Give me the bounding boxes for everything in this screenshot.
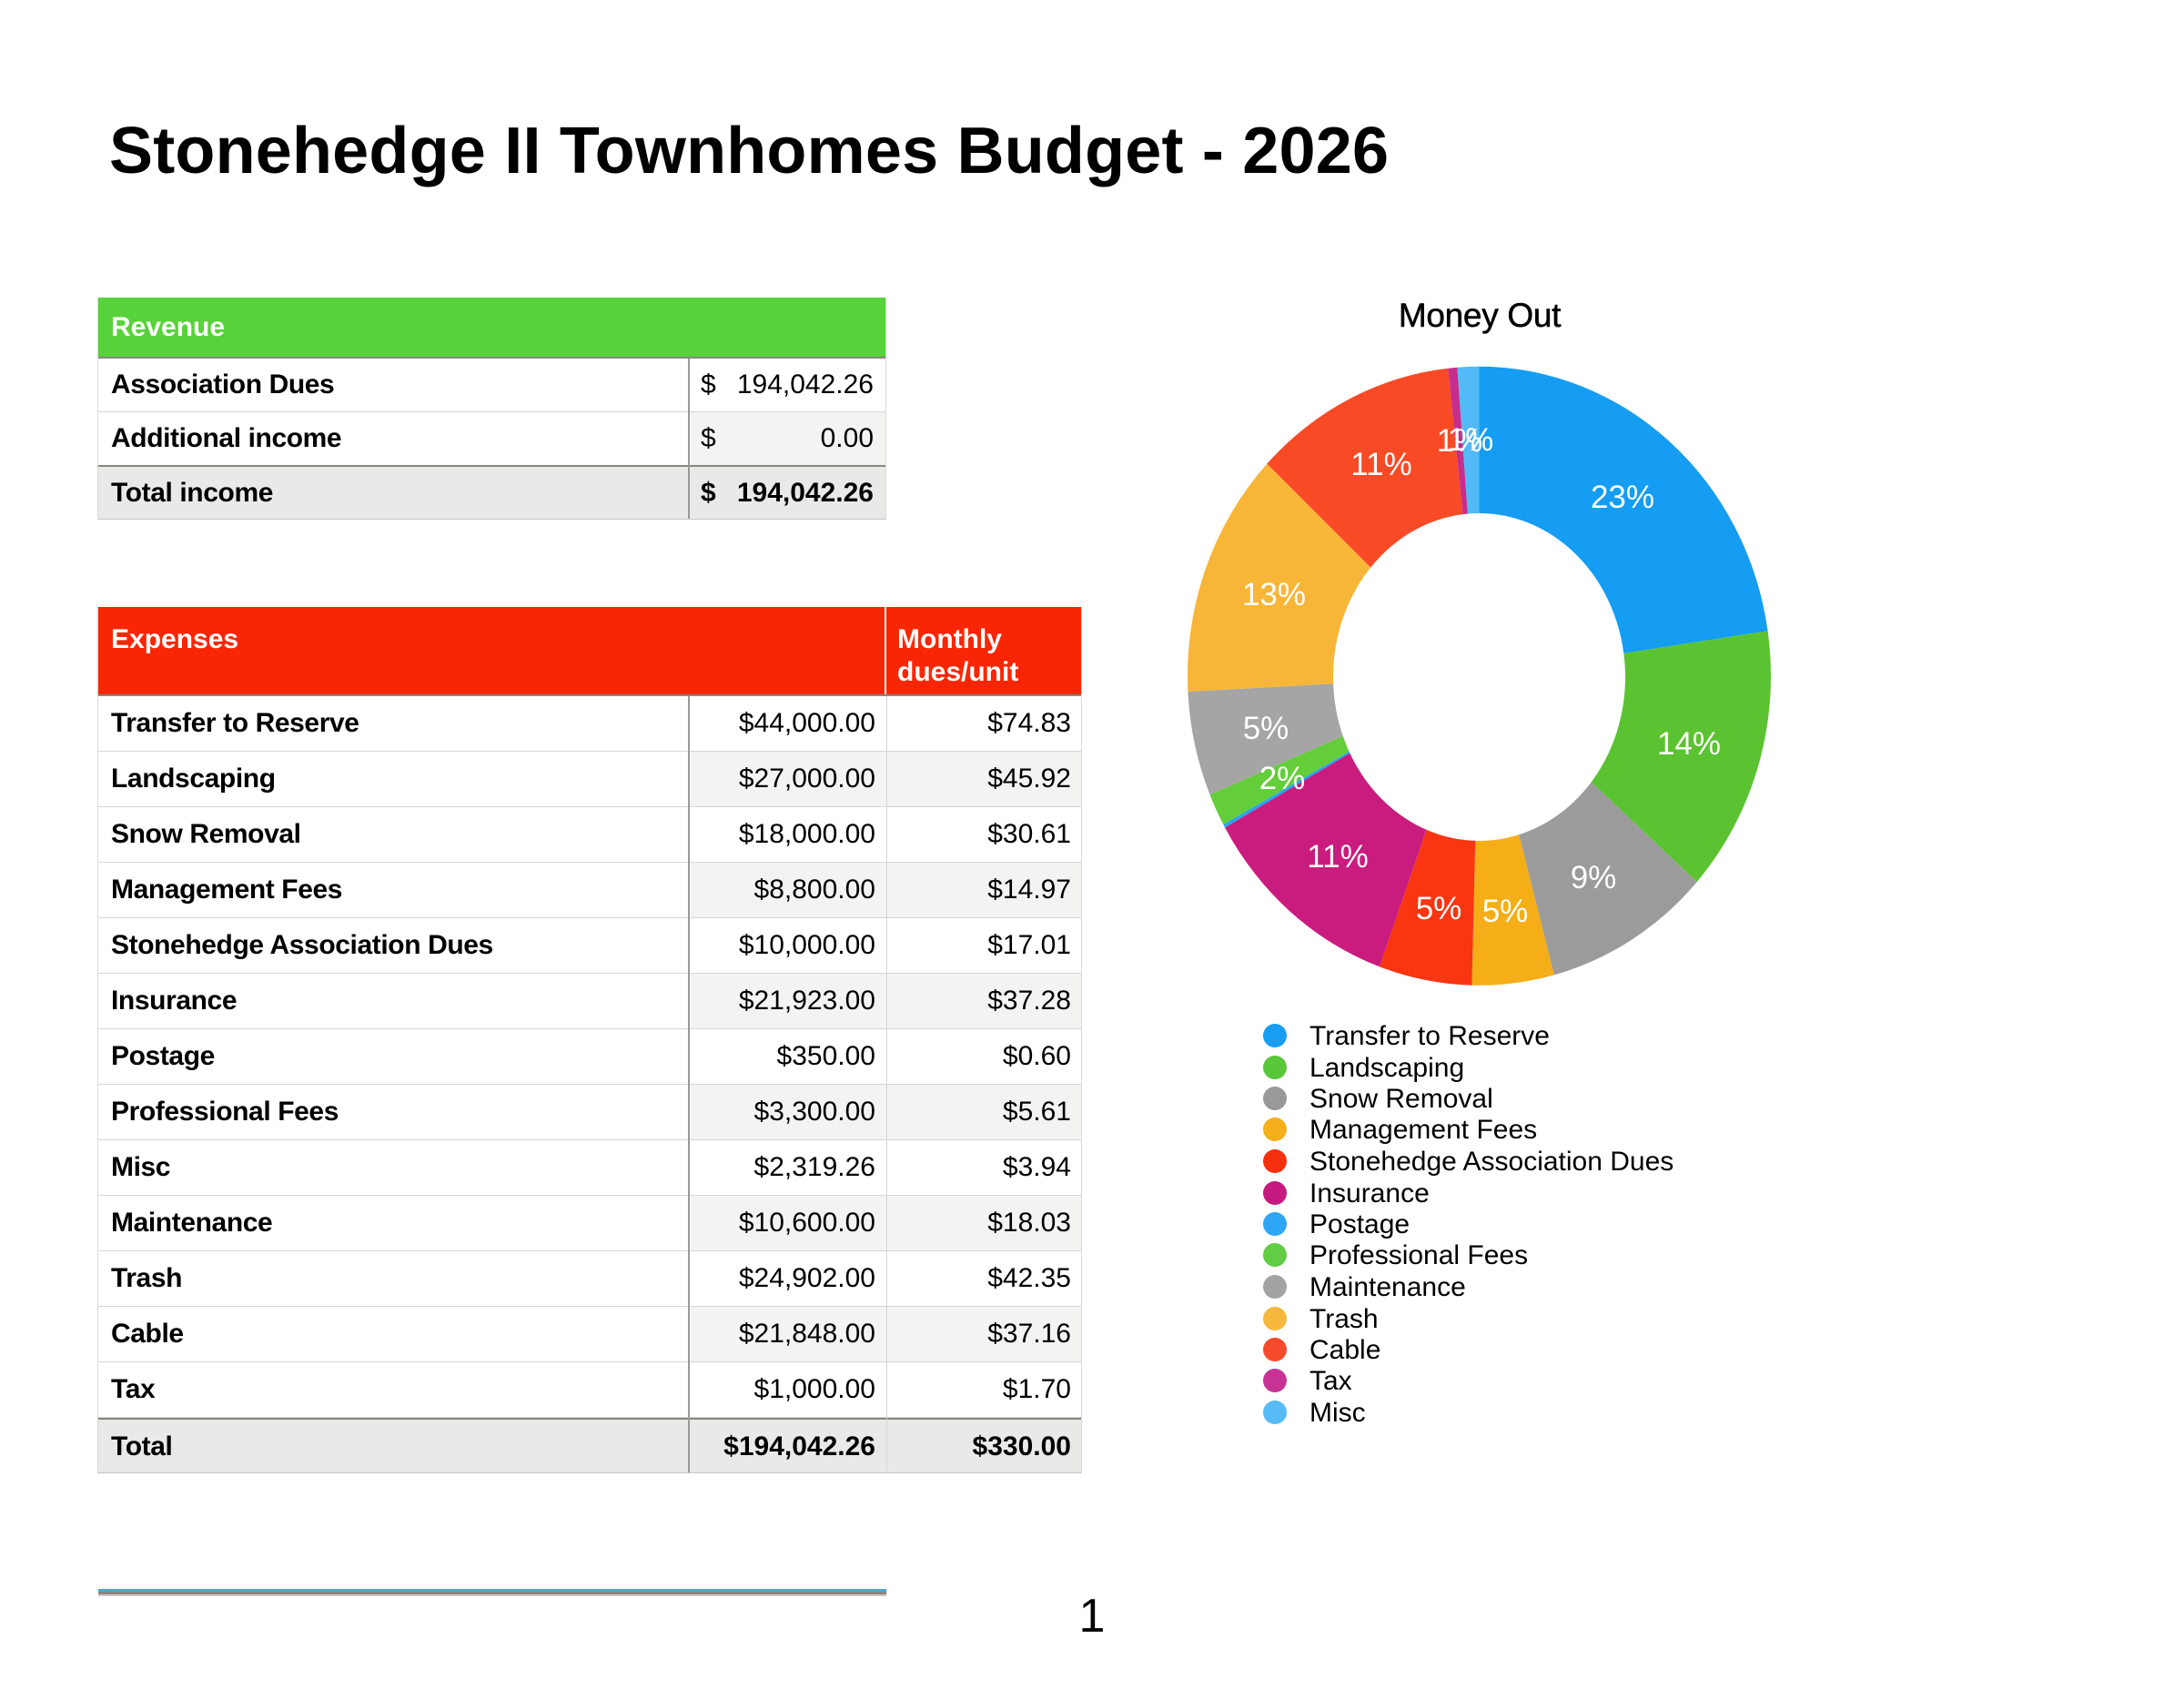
- svg-text:2%: 2%: [1259, 761, 1306, 796]
- svg-text:13%: 13%: [1242, 577, 1306, 612]
- svg-text:14%: 14%: [1657, 726, 1721, 762]
- svg-text:23%: 23%: [1591, 480, 1654, 515]
- svg-text:5%: 5%: [1416, 891, 1462, 926]
- svg-text:1%: 1%: [1437, 423, 1483, 459]
- svg-text:9%: 9%: [1571, 860, 1617, 895]
- svg-text:5%: 5%: [1243, 711, 1289, 746]
- svg-text:11%: 11%: [1307, 839, 1368, 875]
- svg-text:1%: 1%: [1448, 422, 1494, 458]
- svg-text:11%: 11%: [1350, 447, 1411, 482]
- svg-text:5%: 5%: [1482, 894, 1529, 929]
